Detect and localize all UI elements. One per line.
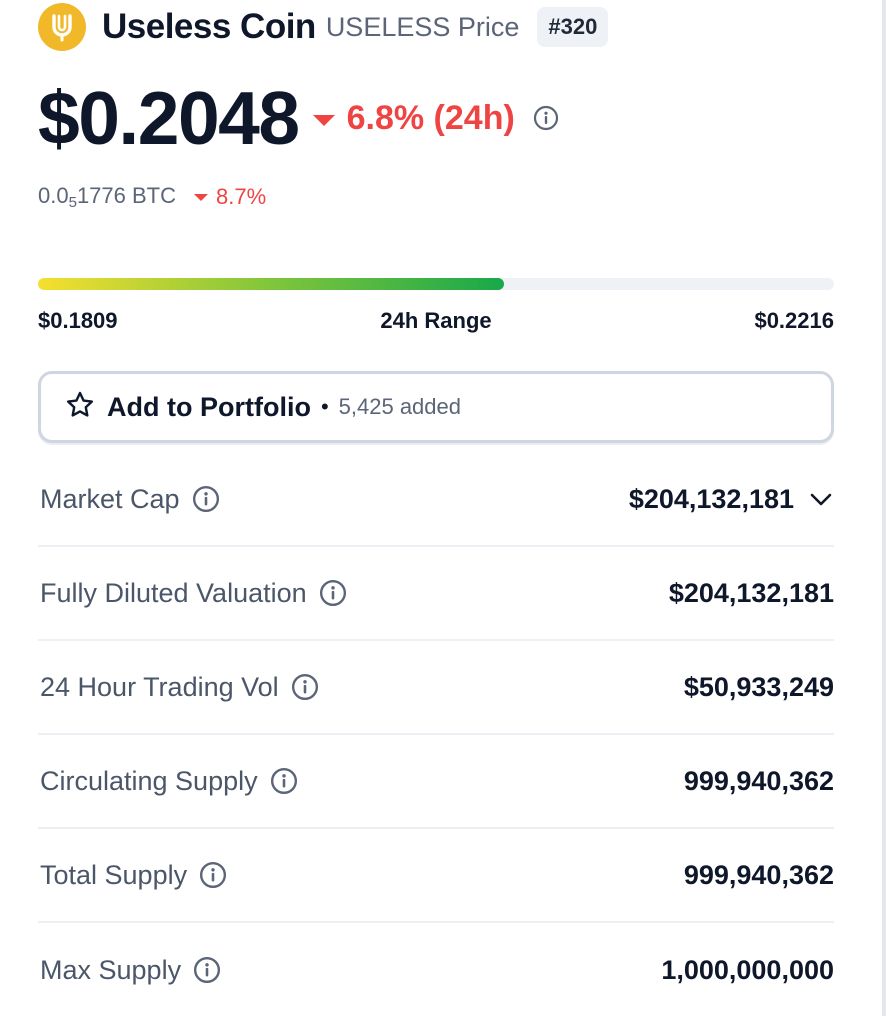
- info-icon[interactable]: [193, 956, 221, 984]
- range-labels: $0.1809 24h Range $0.2216: [38, 308, 834, 334]
- stat-value: $204,132,181: [668, 577, 834, 608]
- coin-name: Useless Coin: [102, 7, 316, 46]
- btc-price-row: 0.051776 BTC 8.7%: [38, 183, 266, 211]
- stat-row-market-cap: Market Cap $204,132,181: [38, 453, 834, 547]
- stat-label: Fully Diluted Valuation: [40, 577, 307, 608]
- info-icon[interactable]: [199, 861, 227, 889]
- coin-subtitle: USELESS Price: [325, 11, 520, 42]
- stat-row-fdv: Fully Diluted Valuation $204,132,181: [38, 547, 834, 641]
- stat-row-volume: 24 Hour Trading Vol $50,933,249: [38, 641, 834, 735]
- rank-badge: #320: [537, 7, 609, 47]
- range-bar: [38, 278, 834, 290]
- portfolio-added-count: 5,425 added: [338, 394, 461, 419]
- stat-label: Circulating Supply: [40, 765, 258, 796]
- stat-label: Total Supply: [40, 859, 188, 890]
- range-high: $0.2216: [754, 308, 834, 333]
- chevron-down-icon[interactable]: [808, 486, 834, 512]
- btc-change: 8.7%: [216, 184, 267, 209]
- range-low: $0.1809: [38, 308, 118, 333]
- stat-value: 999,940,362: [683, 765, 834, 796]
- scrollbar-edge: [882, 0, 886, 1016]
- range-bar-fill: [38, 278, 504, 290]
- coin-header: Useless Coin USELESS Price #320: [38, 3, 609, 51]
- btc-price: 0.051776 BTC: [38, 183, 176, 211]
- stat-value: $204,132,181: [628, 483, 794, 514]
- info-icon[interactable]: [192, 485, 220, 513]
- price-row: $0.2048 6.8% (24h): [38, 76, 559, 160]
- info-icon[interactable]: [291, 673, 319, 701]
- add-to-portfolio-button[interactable]: Add to Portfolio • 5,425 added: [38, 371, 834, 443]
- price-usd: $0.2048: [38, 76, 300, 160]
- stat-value: $50,933,249: [683, 671, 834, 702]
- coin-logo: [38, 3, 86, 51]
- info-icon[interactable]: [533, 105, 559, 131]
- stat-label: 24 Hour Trading Vol: [40, 671, 279, 702]
- info-icon[interactable]: [270, 767, 298, 795]
- caret-down-icon: [312, 114, 335, 126]
- stat-row-total-supply: Total Supply 999,940,362: [38, 829, 834, 923]
- star-icon: [65, 390, 95, 425]
- stat-label: Market Cap: [40, 483, 180, 514]
- portfolio-label: Add to Portfolio: [107, 391, 311, 422]
- range-label: 24h Range: [380, 308, 492, 333]
- stat-row-max-supply: Max Supply 1,000,000,000: [38, 923, 834, 1016]
- stat-value: 1,000,000,000: [661, 954, 834, 985]
- stat-row-circulating-supply: Circulating Supply 999,940,362: [38, 735, 834, 829]
- stat-label: Max Supply: [40, 954, 182, 985]
- stat-value: 999,940,362: [683, 859, 834, 890]
- separator-dot: •: [320, 394, 329, 419]
- caret-down-icon: [194, 193, 208, 201]
- stats-table: Market Cap $204,132,181 Fully Diluted Va…: [38, 453, 834, 1016]
- info-icon[interactable]: [319, 579, 347, 607]
- price-change-24h: 6.8% (24h): [346, 98, 515, 137]
